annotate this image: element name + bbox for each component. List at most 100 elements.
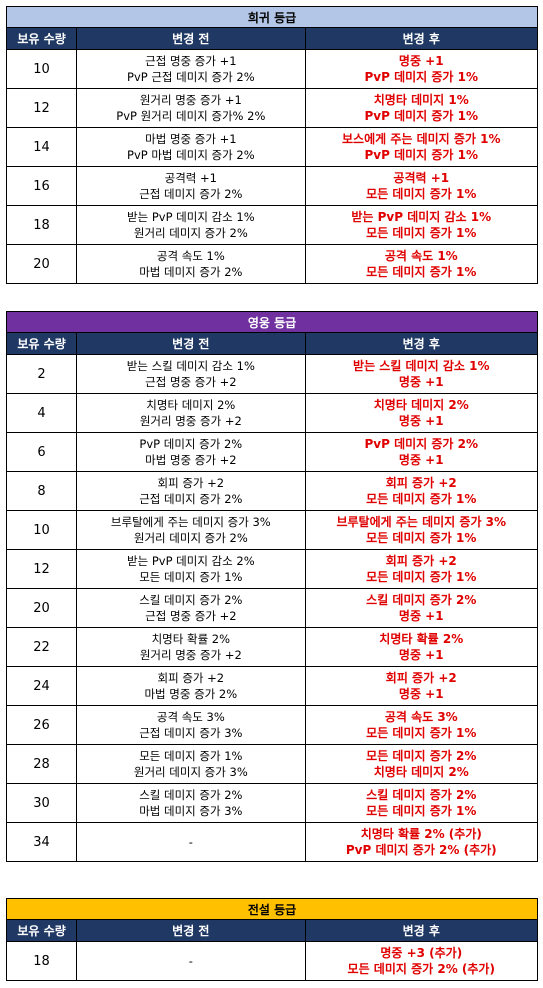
table-row: 20 스킬 데미지 증가 2% 근접 명중 증가 +2 스킬 데미지 증가 2% 명중 … [5,588,539,628]
legend-grade-title: 전설 등급 [6,898,538,920]
before-line: 회피 증가 +2 [157,476,225,490]
after-cell: 치명타 데미지 2% 명중 +1 [304,393,539,433]
after-line: 모든 데미지 증가 1% [366,265,477,279]
after-line: 모든 데미지 증가 2% [366,749,477,763]
before-line: - [188,835,193,849]
before-line: 회피 증가 +2 [157,671,225,685]
after-line: 명중 +1 [398,648,444,662]
after-line: 치명타 데미지 2% [373,398,469,412]
hero-header-row: 보유 수량 변경 전 변경 후 [5,332,539,355]
before-cell: 받는 스킬 데미지 감소 1% 근접 명중 증가 +2 [76,354,306,394]
qty-cell: 26 [5,705,78,745]
header-qty: 보유 수량 [5,919,78,942]
before-cell: 공격력 +1 근접 데미지 증가 2% [76,166,306,206]
after-cell: 회피 증가 +2 모든 데미지 증가 1% [304,549,539,589]
before-line: 공격 속도 3% [156,710,225,724]
table-row: 6 PvP 데미지 증가 2% 마법 명중 증가 +2 PvP 데미지 증가 2% 명중… [5,432,539,472]
after-line: 받는 스킬 데미지 감소 1% [353,359,490,373]
before-line: 치명타 데미지 2% [146,398,236,412]
table-row: 12 원거리 명중 증가 +1 PvP 원거리 데미지 증가% 2% 치명타 데미지 … [5,88,539,128]
after-line: 명중 +1 [398,609,444,623]
before-cell: 공격 속도 1% 마법 데미지 증가 2% [76,244,306,284]
after-line: 모든 데미지 증가 1% [366,726,477,740]
before-line: 공격 속도 1% [156,249,225,263]
before-line: - [188,954,193,968]
qty-cell: 8 [5,471,78,511]
after-line: 보스에게 주는 데미지 증가 1% [342,132,501,146]
qty-cell: 6 [5,432,78,472]
after-cell: 회피 증가 +2 명중 +1 [304,666,539,706]
after-line: PvP 데미지 증가 2% [364,437,479,451]
table-row: 14 마법 명중 증가 +1 PvP 마법 데미지 증가 2% 보스에게 주는 데미지… [5,127,539,167]
hero-grade-title: 영웅 등급 [6,311,538,333]
after-line: 명중 +1 [398,453,444,467]
after-line: 모든 데미지 증가 1% [366,570,477,584]
before-line: 스킬 데미지 증가 2% [139,788,243,802]
before-line: 원거리 데미지 증가 3% [133,765,248,779]
after-line: 명중 +1 [398,687,444,701]
before-cell: 치명타 확률 2% 원거리 명중 증가 +2 [76,627,306,667]
before-cell: 받는 PvP 데미지 감소 2% 모든 데미지 증가 1% [76,549,306,589]
after-line: 명중 +1 [398,375,444,389]
before-line: 원거리 명중 증가 +2 [139,414,242,428]
before-line: PvP 데미지 증가 2% [139,437,243,451]
before-line: 받는 PvP 데미지 감소 1% [127,210,255,224]
after-cell: 공격 속도 3% 모든 데미지 증가 1% [304,705,539,745]
table-row: 2 받는 스킬 데미지 감소 1% 근접 명중 증가 +2 받는 스킬 데미지 감소 … [5,354,539,394]
qty-cell: 14 [5,127,78,167]
table-row: 30 스킬 데미지 증가 2% 마법 데미지 증가 3% 스킬 데미지 증가 2% 모든… [5,783,539,823]
before-cell: - [76,941,306,981]
header-qty: 보유 수량 [5,27,78,50]
after-line: 회피 증가 +2 [385,476,457,490]
before-cell: PvP 데미지 증가 2% 마법 명중 증가 +2 [76,432,306,472]
before-line: 근접 명중 증가 +2 [145,609,237,623]
before-line: 근접 데미지 증가 3% [139,726,243,740]
after-line: 회피 증가 +2 [385,554,457,568]
before-line: 마법 데미지 증가 2% [139,265,243,279]
legend-header-row: 보유 수량 변경 전 변경 후 [5,919,539,942]
before-line: 원거리 데미지 증가 2% [133,531,248,545]
qty-cell: 20 [5,244,78,284]
after-cell: 치명타 확률 2% (추가) PvP 데미지 증가 2% (추가) [304,822,539,862]
before-line: 마법 명중 증가 +1 [145,132,237,146]
table-row: 20 공격 속도 1% 마법 데미지 증가 2% 공격 속도 1% 모든 데미지 증가 … [5,244,539,284]
after-line: 스킬 데미지 증가 2% [366,788,477,802]
after-line: 공격력 +1 [393,171,450,185]
before-line: 마법 데미지 증가 3% [139,804,243,818]
before-cell: 브루탈에게 주는 데미지 증가 3% 원거리 데미지 증가 2% [76,510,306,550]
header-before: 변경 전 [76,919,306,942]
qty-cell: 20 [5,588,78,628]
after-cell: 스킬 데미지 증가 2% 모든 데미지 증가 1% [304,783,539,823]
after-line: 브루탈에게 주는 데미지 증가 3% [336,515,507,529]
after-cell: 모든 데미지 증가 2% 치명타 데미지 2% [304,744,539,784]
before-cell: 원거리 명중 증가 +1 PvP 원거리 데미지 증가% 2% [76,88,306,128]
table-row: 12 받는 PvP 데미지 감소 2% 모든 데미지 증가 1% 회피 증가 +2 모든… [5,549,539,589]
before-line: 브루탈에게 주는 데미지 증가 3% [110,515,271,529]
after-line: 모든 데미지 증가 1% [366,804,477,818]
before-cell: 치명타 데미지 2% 원거리 명중 증가 +2 [76,393,306,433]
qty-cell: 28 [5,744,78,784]
header-before: 변경 전 [76,27,306,50]
before-cell: 회피 증가 +2 마법 명중 증가 2% [76,666,306,706]
before-line: 스킬 데미지 증가 2% [139,593,243,607]
after-line: 모든 데미지 증가 1% [366,492,477,506]
before-line: 공격력 +1 [164,171,217,185]
after-line: 명중 +1 [398,54,444,68]
after-cell: 치명타 데미지 1% PvP 데미지 증가 1% [304,88,539,128]
qty-cell: 34 [5,822,78,862]
before-line: 모든 데미지 증가 1% [139,749,243,763]
legend-grade-section: 전설 등급 보유 수량 변경 전 변경 후 18 - 명중 +3 (추가) 모든 데미… [5,898,539,981]
header-qty: 보유 수량 [5,332,78,355]
rare-header-row: 보유 수량 변경 전 변경 후 [5,27,539,50]
before-line: 모든 데미지 증가 1% [139,570,243,584]
before-line: 근접 명중 증가 +2 [145,375,237,389]
after-cell: 명중 +1 PvP 데미지 증가 1% [304,49,539,89]
table-row: 10 브루탈에게 주는 데미지 증가 3% 원거리 데미지 증가 2% 브루탈에게 주… [5,510,539,550]
after-line: 명중 +1 [398,414,444,428]
before-cell: 스킬 데미지 증가 2% 마법 데미지 증가 3% [76,783,306,823]
after-cell: 회피 증가 +2 모든 데미지 증가 1% [304,471,539,511]
before-line: 원거리 데미지 증가 2% [133,226,248,240]
header-before: 변경 전 [76,332,306,355]
legend-grade-table: 전설 등급 보유 수량 변경 전 변경 후 18 - 명중 +3 (추가) 모든 데미… [5,898,539,981]
qty-cell: 2 [5,354,78,394]
